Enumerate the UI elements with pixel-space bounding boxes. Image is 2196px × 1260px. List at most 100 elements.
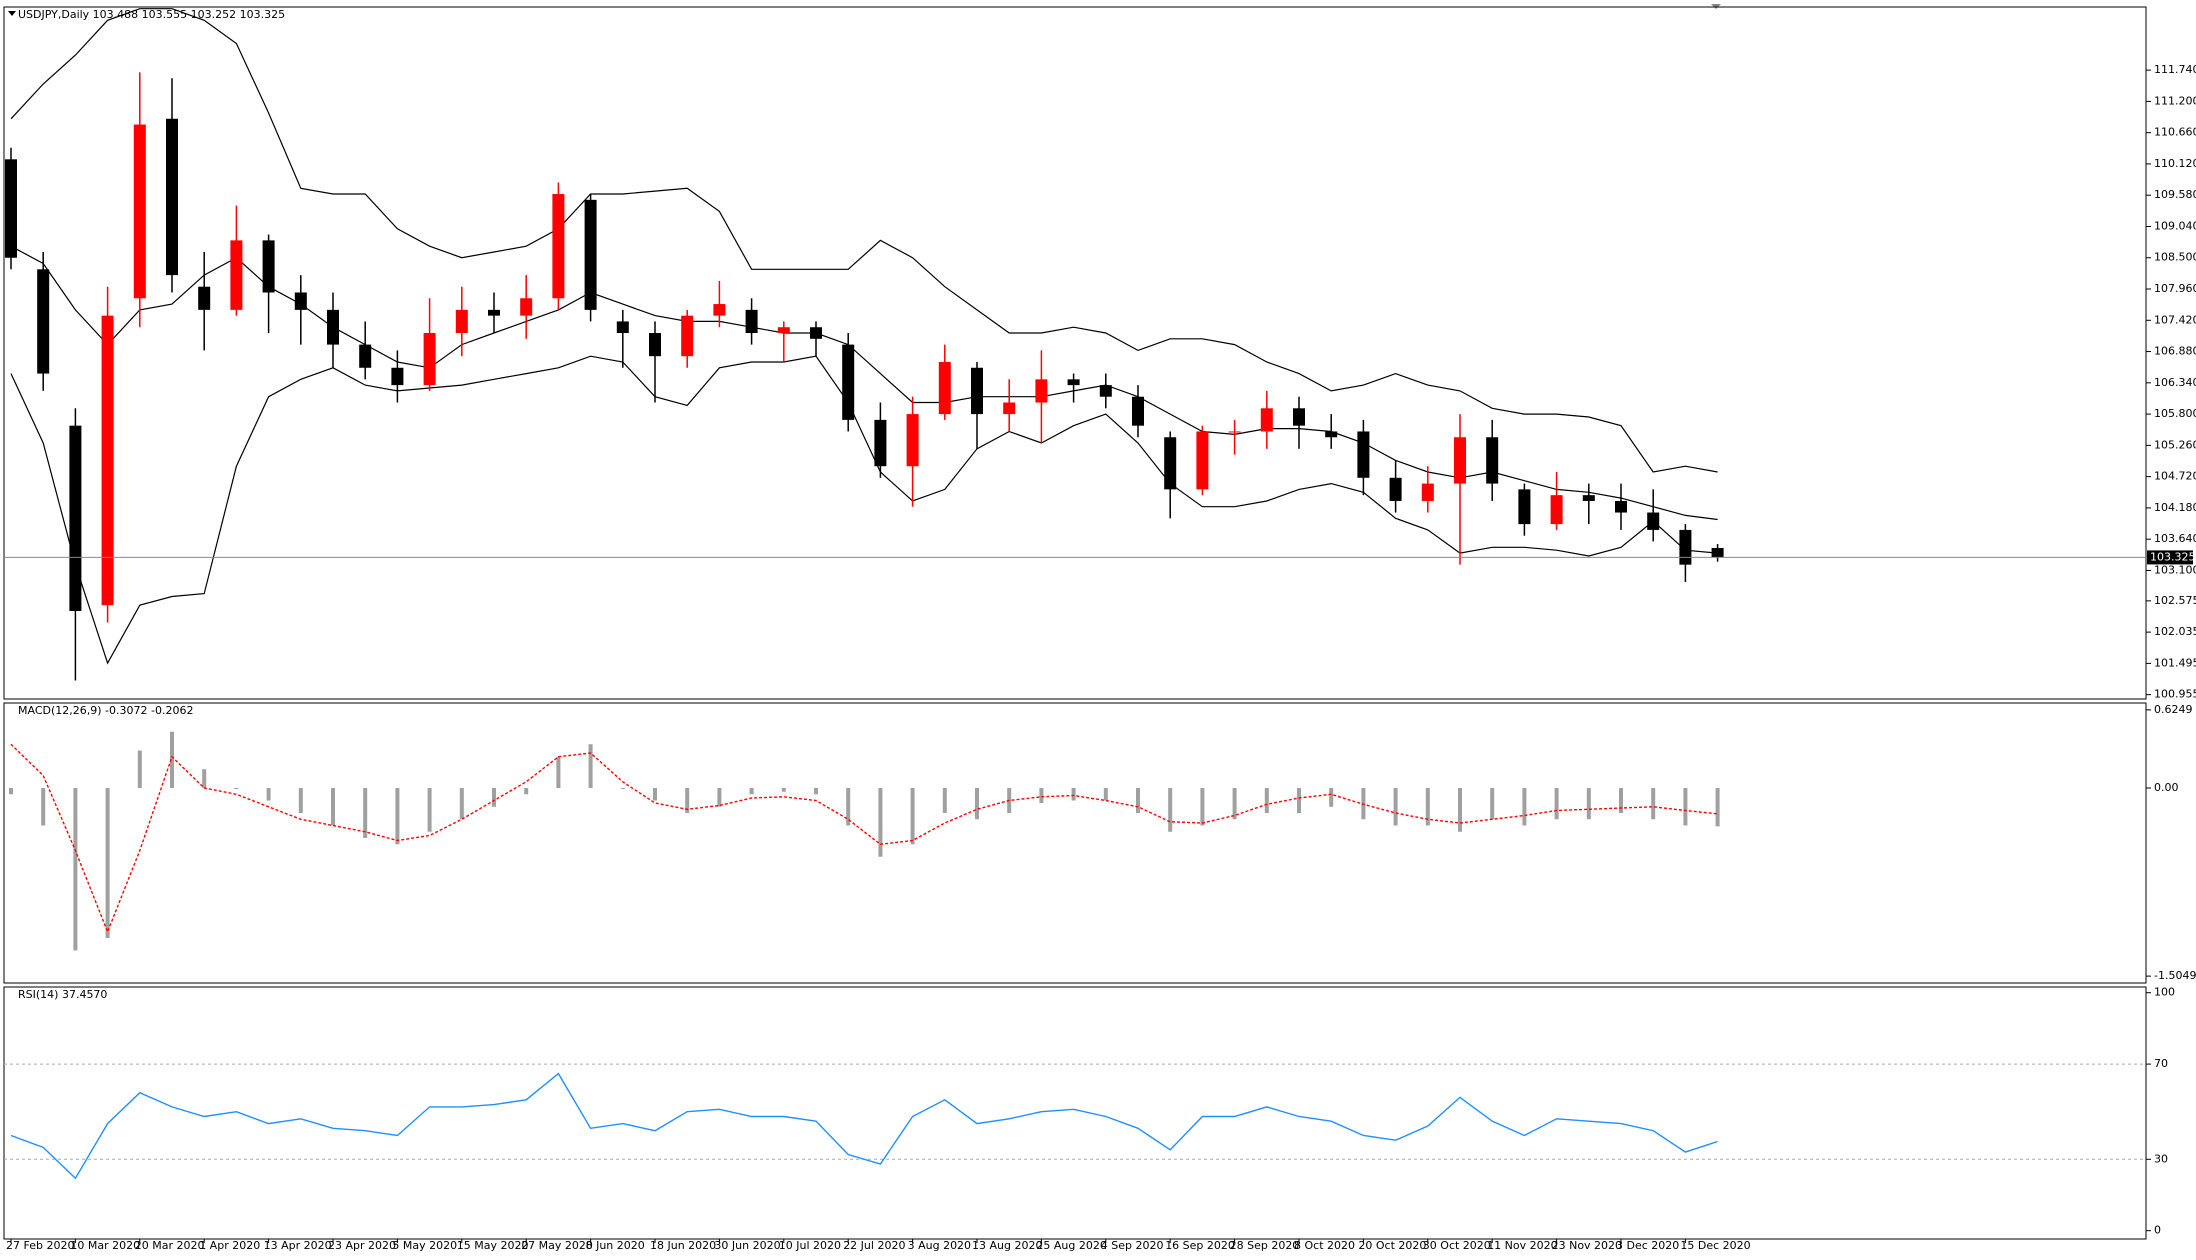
macd-bar: [1103, 788, 1108, 801]
panel-frame: [3, 6, 2147, 700]
candle-body: [198, 286, 211, 310]
x-tick-label: 30 Oct 2020: [1423, 1239, 1491, 1252]
candle-body: [230, 240, 243, 310]
x-tick-label: 11 Nov 2020: [1487, 1239, 1557, 1252]
macd-bar: [1715, 788, 1720, 827]
candle-body: [842, 344, 855, 420]
candle-body: [359, 344, 372, 368]
macd-bar: [1071, 788, 1076, 801]
macd-bar: [1393, 788, 1398, 826]
macd-bar: [1619, 788, 1623, 813]
macd-bar: [814, 788, 818, 795]
candle-body: [1647, 512, 1660, 530]
candle-body: [552, 194, 565, 299]
candle-body: [1421, 483, 1434, 501]
x-tick-label: 15 May 2020: [457, 1239, 529, 1252]
macd-bar: [170, 731, 174, 788]
macd-bar: [41, 788, 46, 826]
candle-body: [294, 292, 307, 310]
y-tick-label: 100: [2154, 986, 2175, 999]
candle-body: [69, 425, 82, 611]
y-tick-label: 104.720: [2154, 470, 2196, 483]
y-tick-label: 0.00: [2154, 781, 2179, 794]
macd-bar: [492, 788, 496, 807]
candle-body: [1164, 437, 1177, 490]
macd-bar: [1329, 788, 1334, 807]
candle-body: [1132, 396, 1144, 426]
candle-body: [681, 315, 694, 357]
x-tick-label: 10 Jul 2020: [779, 1239, 841, 1252]
macd-bar: [202, 769, 207, 788]
panel-title: RSI(14) 37.4570: [18, 988, 107, 1001]
y-tick-label: 70: [2154, 1057, 2168, 1070]
candle-body: [938, 361, 951, 415]
y-tick-label: 110.660: [2154, 126, 2196, 139]
y-tick-label: 0: [2154, 1224, 2161, 1237]
menu-arrow: [8, 11, 16, 16]
candle-body: [520, 298, 533, 316]
candle-body: [1099, 385, 1112, 397]
macd-bar: [234, 788, 239, 789]
y-tick-label: 109.040: [2154, 219, 2196, 232]
bollinger-upper: [10, 8, 1718, 473]
candle-body: [1615, 500, 1627, 513]
y-tick-label: -1.5049: [2154, 969, 2196, 982]
x-tick-label: 5 May 2020: [392, 1239, 457, 1252]
candle-body: [391, 367, 404, 386]
y-tick-label: 102.035: [2154, 625, 2196, 638]
candle-body: [1582, 495, 1595, 501]
candle-body: [1550, 495, 1563, 525]
macd-bar: [910, 788, 915, 845]
candle-body: [37, 269, 50, 374]
macd-bar: [878, 788, 883, 857]
y-tick-label: 107.420: [2154, 313, 2196, 326]
candle-body: [133, 124, 146, 299]
y-tick-label: 30: [2154, 1152, 2168, 1165]
macd-bar: [1586, 788, 1591, 820]
macd-bar: [1039, 788, 1044, 803]
macd-bar: [395, 788, 400, 845]
x-tick-label: 18 Jun 2020: [650, 1239, 716, 1252]
candle-body: [455, 309, 468, 334]
macd-bar: [9, 788, 13, 795]
y-tick-label: 103.100: [2154, 563, 2196, 576]
x-tick-label: 3 Dec 2020: [1616, 1239, 1679, 1252]
y-tick-label: 103.640: [2154, 532, 2196, 545]
macd-bar: [942, 788, 947, 813]
x-tick-label: 25 Aug 2020: [1036, 1239, 1106, 1252]
y-tick-label: 106.340: [2154, 376, 2196, 389]
macd-bar: [137, 750, 142, 788]
candle-body: [616, 321, 629, 334]
x-tick-label: 20 Mar 2020: [135, 1239, 205, 1252]
candle-body: [327, 309, 339, 345]
x-tick-label: 20 Oct 2020: [1358, 1239, 1426, 1252]
candle-body: [1357, 431, 1370, 478]
candle-body: [1518, 489, 1531, 525]
y-tick-label: 108.500: [2154, 251, 2196, 264]
macd-bar: [1683, 788, 1688, 826]
macd-bar: [556, 756, 561, 788]
x-tick-label: 8 Oct 2020: [1294, 1239, 1355, 1252]
x-tick-label: 13 Apr 2020: [264, 1239, 332, 1252]
macd-bar: [524, 788, 529, 795]
candle-body: [1325, 431, 1338, 438]
x-tick-label: 4 Sep 2020: [1101, 1239, 1164, 1252]
x-tick-label: 1 Apr 2020: [199, 1239, 260, 1252]
x-tick-label: 30 Jun 2020: [714, 1239, 780, 1252]
macd-bar: [653, 788, 657, 801]
y-tick-label: 110.120: [2154, 157, 2196, 170]
x-tick-label: 3 Aug 2020: [908, 1239, 971, 1252]
macd-bar: [1554, 788, 1559, 820]
y-tick-label: 109.580: [2154, 188, 2196, 201]
y-tick-label: 102.575: [2154, 594, 2196, 607]
x-tick-label: 23 Apr 2020: [328, 1239, 396, 1252]
candle-body: [906, 414, 919, 467]
candle-body: [423, 333, 436, 386]
macd-bar: [298, 788, 303, 813]
x-tick-label: 16 Sep 2020: [1165, 1239, 1235, 1252]
y-tick-label: 105.800: [2154, 407, 2196, 420]
macd-bar: [1264, 788, 1269, 813]
macd-bar: [846, 788, 851, 826]
macd-bar: [1200, 788, 1205, 826]
